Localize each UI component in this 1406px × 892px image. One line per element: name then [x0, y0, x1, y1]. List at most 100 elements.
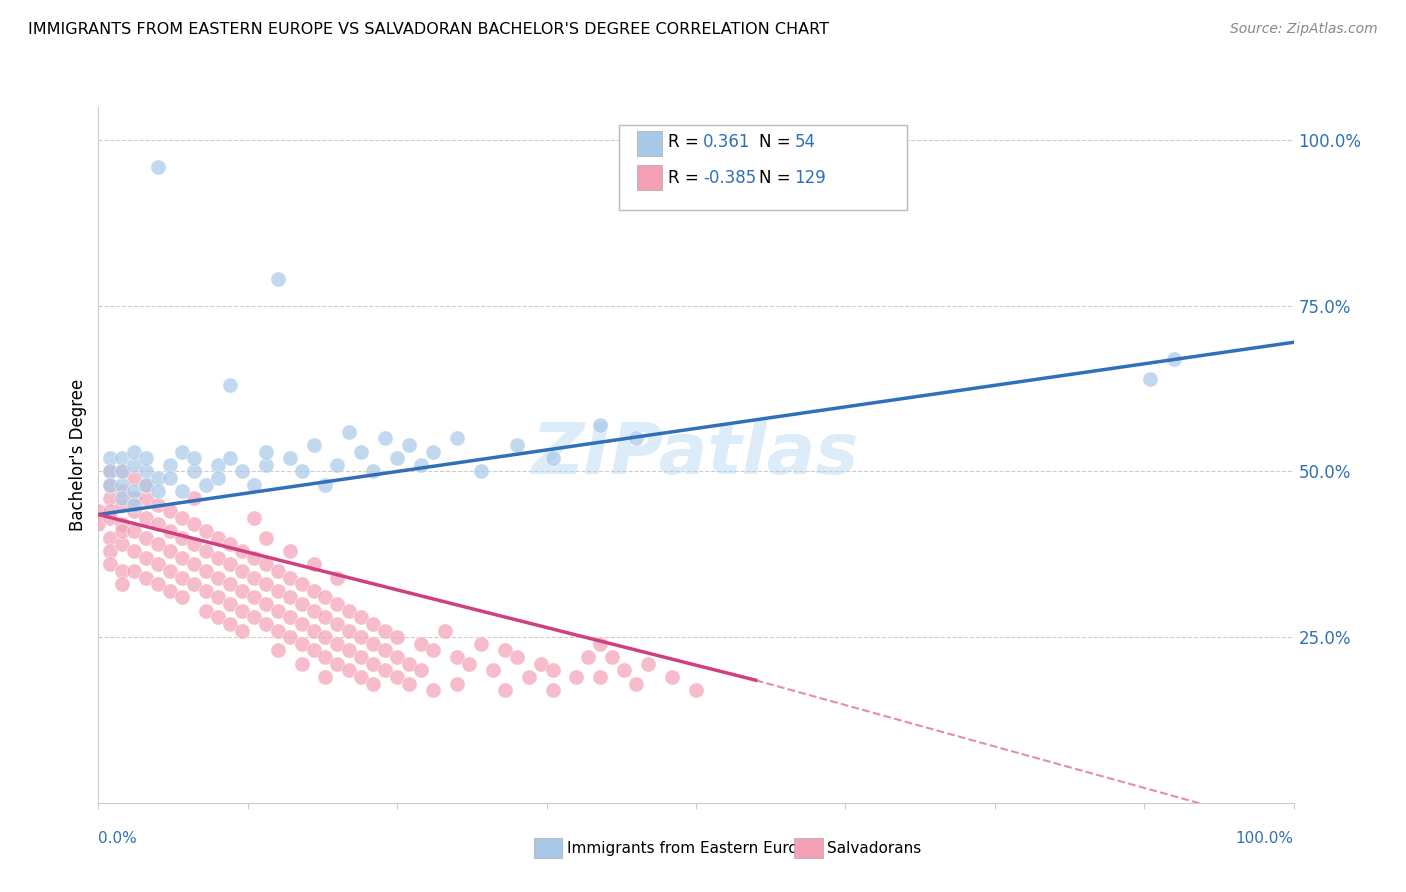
- Point: [172, 444, 194, 458]
- Point: [446, 676, 468, 690]
- Point: [302, 558, 325, 572]
- Point: [1163, 351, 1185, 366]
- Point: [124, 564, 146, 578]
- Point: [267, 583, 290, 598]
- Point: [398, 657, 420, 671]
- Point: [254, 616, 277, 631]
- Point: [183, 577, 205, 591]
- Text: R =: R =: [668, 169, 704, 186]
- Point: [350, 670, 373, 684]
- Point: [254, 531, 277, 545]
- Point: [243, 550, 266, 565]
- Point: [337, 624, 360, 638]
- Point: [326, 570, 349, 584]
- Text: Immigrants from Eastern Europe: Immigrants from Eastern Europe: [567, 841, 817, 855]
- Point: [494, 643, 516, 657]
- Point: [231, 583, 253, 598]
- Point: [267, 604, 290, 618]
- Point: [385, 670, 409, 684]
- Point: [98, 504, 122, 518]
- Point: [124, 524, 146, 538]
- Point: [243, 591, 266, 605]
- Point: [124, 458, 146, 472]
- Point: [194, 524, 217, 538]
- Point: [172, 531, 194, 545]
- Point: [278, 591, 301, 605]
- Text: Salvadorans: Salvadorans: [827, 841, 921, 855]
- Point: [135, 531, 157, 545]
- Text: 0.0%: 0.0%: [98, 831, 138, 846]
- Point: [326, 616, 349, 631]
- Point: [470, 465, 492, 479]
- Point: [231, 465, 253, 479]
- Point: [111, 524, 134, 538]
- Point: [111, 564, 134, 578]
- Point: [374, 431, 396, 445]
- Point: [600, 650, 623, 665]
- Point: [254, 558, 277, 572]
- Point: [87, 517, 110, 532]
- Point: [267, 564, 290, 578]
- Point: [243, 570, 266, 584]
- Point: [374, 663, 396, 677]
- Point: [194, 564, 217, 578]
- Point: [290, 597, 312, 611]
- Point: [111, 537, 134, 551]
- Point: [135, 550, 157, 565]
- Point: [231, 624, 253, 638]
- Point: [231, 604, 253, 618]
- Point: [385, 650, 409, 665]
- Point: [98, 491, 122, 505]
- Point: [529, 657, 551, 671]
- Point: [219, 537, 242, 551]
- Point: [541, 451, 564, 466]
- Point: [458, 657, 481, 671]
- Point: [685, 683, 707, 698]
- Point: [219, 451, 242, 466]
- Point: [589, 637, 612, 651]
- Point: [159, 564, 181, 578]
- Point: [207, 610, 229, 624]
- Point: [183, 451, 205, 466]
- Point: [350, 630, 373, 644]
- Point: [219, 597, 242, 611]
- Point: [219, 558, 242, 572]
- Point: [1139, 372, 1161, 386]
- Point: [111, 498, 134, 512]
- Point: [290, 637, 312, 651]
- Point: [589, 418, 612, 433]
- Point: [315, 650, 337, 665]
- Point: [148, 160, 170, 174]
- Point: [337, 604, 360, 618]
- Point: [422, 683, 444, 698]
- Point: [124, 444, 146, 458]
- Point: [159, 471, 181, 485]
- Point: [278, 610, 301, 624]
- Point: [506, 438, 529, 452]
- Point: [219, 616, 242, 631]
- Point: [135, 465, 157, 479]
- Point: [363, 676, 385, 690]
- Point: [506, 650, 529, 665]
- Point: [207, 531, 229, 545]
- Point: [111, 465, 134, 479]
- Point: [302, 643, 325, 657]
- Point: [111, 484, 134, 499]
- Point: [350, 650, 373, 665]
- Point: [111, 517, 134, 532]
- Point: [87, 504, 110, 518]
- Point: [541, 683, 564, 698]
- Point: [148, 558, 170, 572]
- Point: [350, 610, 373, 624]
- Point: [337, 643, 360, 657]
- Point: [315, 630, 337, 644]
- Point: [135, 570, 157, 584]
- Text: ZIPatlas: ZIPatlas: [533, 420, 859, 490]
- Point: [172, 570, 194, 584]
- Point: [254, 458, 277, 472]
- Point: [315, 477, 337, 491]
- Point: [315, 610, 337, 624]
- Point: [254, 577, 277, 591]
- Point: [148, 517, 170, 532]
- Text: R =: R =: [668, 133, 704, 151]
